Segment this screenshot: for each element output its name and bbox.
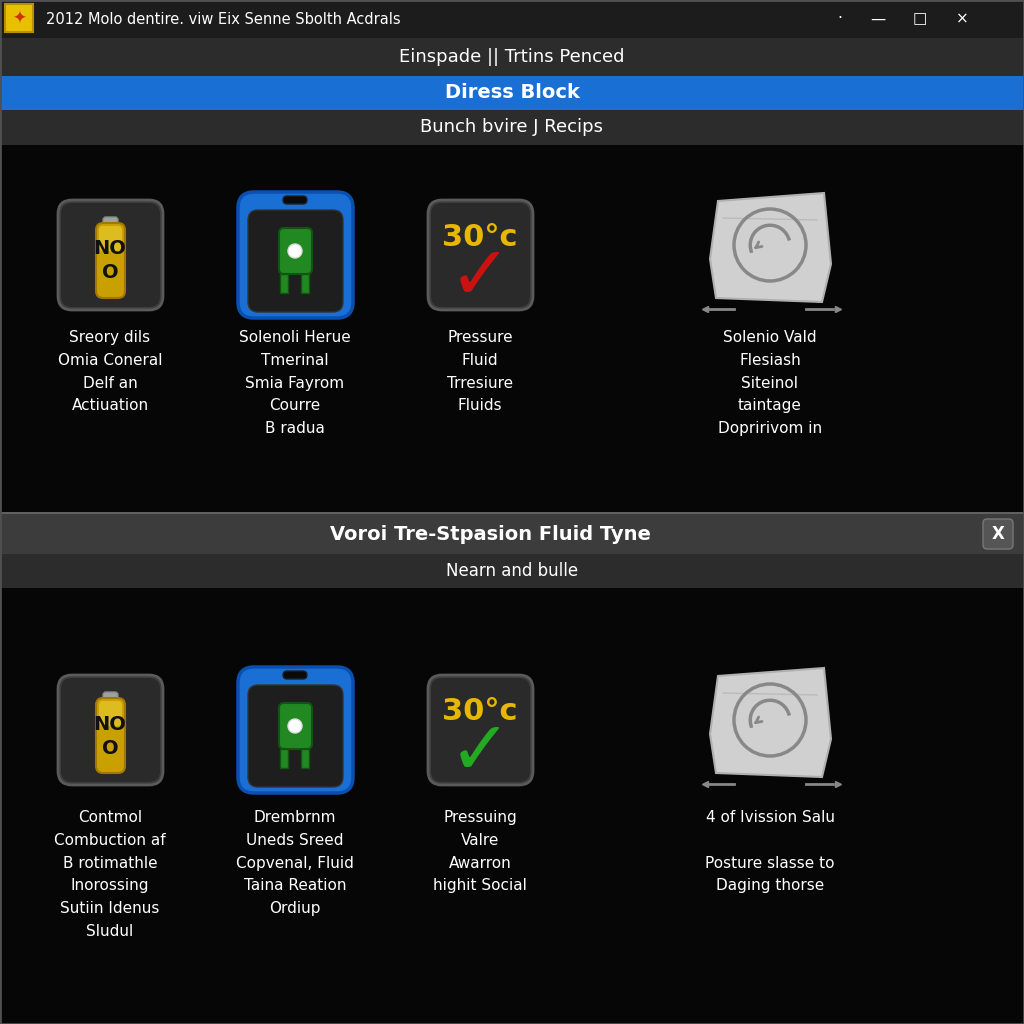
Circle shape [288, 244, 302, 258]
FancyBboxPatch shape [61, 203, 160, 307]
FancyBboxPatch shape [96, 223, 125, 298]
Text: 2012 Molo dentire. viw Eix Senne Sbolth Acdrals: 2012 Molo dentire. viw Eix Senne Sbolth … [46, 11, 400, 27]
FancyBboxPatch shape [96, 698, 125, 773]
Circle shape [288, 719, 302, 733]
FancyBboxPatch shape [283, 671, 307, 679]
Text: O: O [101, 738, 119, 758]
Text: O: O [101, 263, 119, 283]
FancyBboxPatch shape [58, 675, 163, 785]
Bar [0, 514, 1024, 554]
Text: 30°c: 30°c [442, 222, 518, 252]
Text: ×: × [955, 11, 969, 27]
Text: NO: NO [93, 715, 126, 733]
FancyBboxPatch shape [279, 703, 312, 749]
Polygon shape [710, 668, 831, 777]
FancyBboxPatch shape [431, 203, 530, 307]
FancyBboxPatch shape [431, 678, 530, 782]
Text: Contmol
Combuction af
B rotimathle
Inorossing
Sutiin Idenus
Sludul: Contmol Combuction af B rotimathle Inoro… [54, 810, 166, 939]
Text: Bunch bvire J Recips: Bunch bvire J Recips [421, 118, 603, 136]
FancyBboxPatch shape [61, 678, 160, 782]
Bar [0, 588, 1024, 1024]
Text: Diress Block: Diress Block [444, 84, 580, 102]
Bar [0, 145, 1024, 515]
FancyBboxPatch shape [283, 196, 307, 204]
Text: Solenoli Herue
Tmerinal
Smia Fayrom
Courre
B radua: Solenoli Herue Tmerinal Smia Fayrom Cour… [240, 330, 351, 436]
Text: ✓: ✓ [449, 242, 511, 314]
FancyBboxPatch shape [238, 667, 353, 793]
Text: Einspade || Trtins Penced: Einspade || Trtins Penced [399, 48, 625, 66]
Text: ✓: ✓ [449, 717, 511, 790]
FancyBboxPatch shape [279, 228, 312, 274]
FancyBboxPatch shape [983, 519, 1013, 549]
Text: X: X [991, 525, 1005, 543]
Text: 30°c: 30°c [442, 697, 518, 726]
Text: Drembrnm
Uneds Sreed
Copvenal, Fluid
Taina Reation
Ordiup: Drembrnm Uneds Sreed Copvenal, Fluid Tai… [237, 810, 354, 916]
FancyBboxPatch shape [238, 193, 353, 318]
Text: 4 of Ivission Salu

Posture slasse to
Daging thorse: 4 of Ivission Salu Posture slasse to Dag… [706, 810, 835, 893]
Bar [0, 38, 1024, 76]
Bar [5, 4, 33, 32]
Bar [280, 274, 288, 293]
FancyBboxPatch shape [103, 217, 118, 225]
Text: ✦: ✦ [12, 10, 26, 28]
Bar [301, 274, 309, 293]
FancyBboxPatch shape [103, 692, 118, 700]
FancyBboxPatch shape [99, 701, 122, 726]
Bar [0, 512, 1024, 514]
Text: —: — [870, 11, 886, 27]
Text: Voroi Tre-Stpasion Fluid Tyne: Voroi Tre-Stpasion Fluid Tyne [330, 524, 650, 544]
Bar [0, 554, 1024, 588]
FancyBboxPatch shape [248, 210, 343, 312]
Bar [301, 749, 309, 768]
Bar [280, 749, 288, 768]
FancyBboxPatch shape [428, 675, 534, 785]
Polygon shape [710, 193, 831, 302]
FancyBboxPatch shape [428, 200, 534, 310]
FancyBboxPatch shape [248, 685, 343, 787]
Text: Nearn and bulle: Nearn and bulle [445, 562, 579, 580]
Text: □: □ [912, 11, 927, 27]
FancyBboxPatch shape [58, 200, 163, 310]
Bar [0, 110, 1024, 145]
Text: ·: · [838, 11, 843, 27]
Text: Pressure
Fluid
Trresiure
Fluids: Pressure Fluid Trresiure Fluids [446, 330, 513, 414]
Text: NO: NO [93, 240, 126, 258]
Text: Sreory dils
Omia Coneral
Delf an
Actiuation: Sreory dils Omia Coneral Delf an Actiuat… [57, 330, 162, 414]
Text: Pressuing
Valre
Awarron
highit Social: Pressuing Valre Awarron highit Social [433, 810, 527, 893]
Bar [0, 0, 1024, 38]
FancyBboxPatch shape [99, 226, 122, 251]
Bar [0, 76, 1024, 110]
Text: Solenio Vald
Flesiash
Siteinol
taintage
Dopririvom in: Solenio Vald Flesiash Siteinol taintage … [718, 330, 822, 436]
